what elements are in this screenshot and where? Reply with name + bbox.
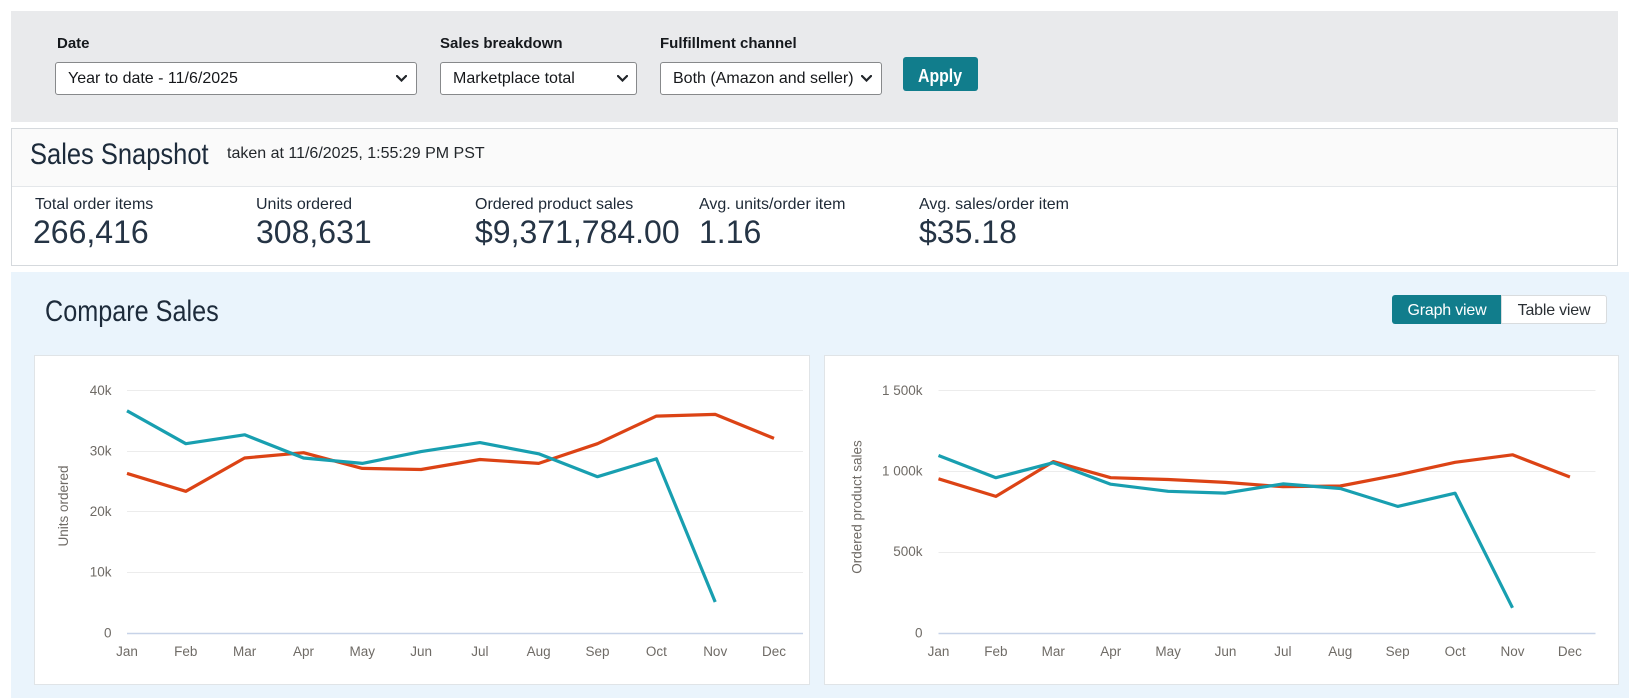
svg-text:Nov: Nov [703,644,727,659]
svg-text:Apr: Apr [1100,644,1122,659]
svg-text:Dec: Dec [1557,644,1581,659]
svg-text:Jan: Jan [927,644,949,659]
svg-text:0: 0 [914,626,922,641]
svg-text:0: 0 [104,626,112,641]
svg-text:Sep: Sep [1385,644,1409,659]
svg-text:Jul: Jul [471,644,488,659]
svg-text:May: May [350,644,376,659]
svg-text:Aug: Aug [527,644,551,659]
svg-text:Jul: Jul [1274,644,1291,659]
svg-text:Nov: Nov [1500,644,1524,659]
svg-text:Ordered product sales: Ordered product sales [849,440,864,574]
svg-text:1 000k: 1 000k [881,463,922,478]
svg-text:40k: 40k [90,383,112,398]
svg-text:Feb: Feb [984,644,1007,659]
svg-text:Oct: Oct [646,644,667,659]
svg-text:Jun: Jun [410,644,432,659]
svg-text:10k: 10k [90,565,112,580]
svg-text:20k: 20k [90,504,112,519]
svg-text:Sep: Sep [585,644,609,659]
svg-text:Feb: Feb [174,644,197,659]
svg-text:Apr: Apr [293,644,315,659]
svg-text:Dec: Dec [762,644,786,659]
svg-text:1 500k: 1 500k [881,383,922,398]
svg-text:Jun: Jun [1214,644,1236,659]
svg-text:30k: 30k [90,444,112,459]
svg-text:Units ordered: Units ordered [56,465,71,546]
svg-text:Mar: Mar [233,644,257,659]
svg-text:Oct: Oct [1444,644,1465,659]
svg-text:May: May [1155,644,1181,659]
svg-text:Aug: Aug [1328,644,1352,659]
svg-text:500k: 500k [893,544,923,559]
svg-text:Jan: Jan [116,644,138,659]
svg-text:Mar: Mar [1041,644,1065,659]
